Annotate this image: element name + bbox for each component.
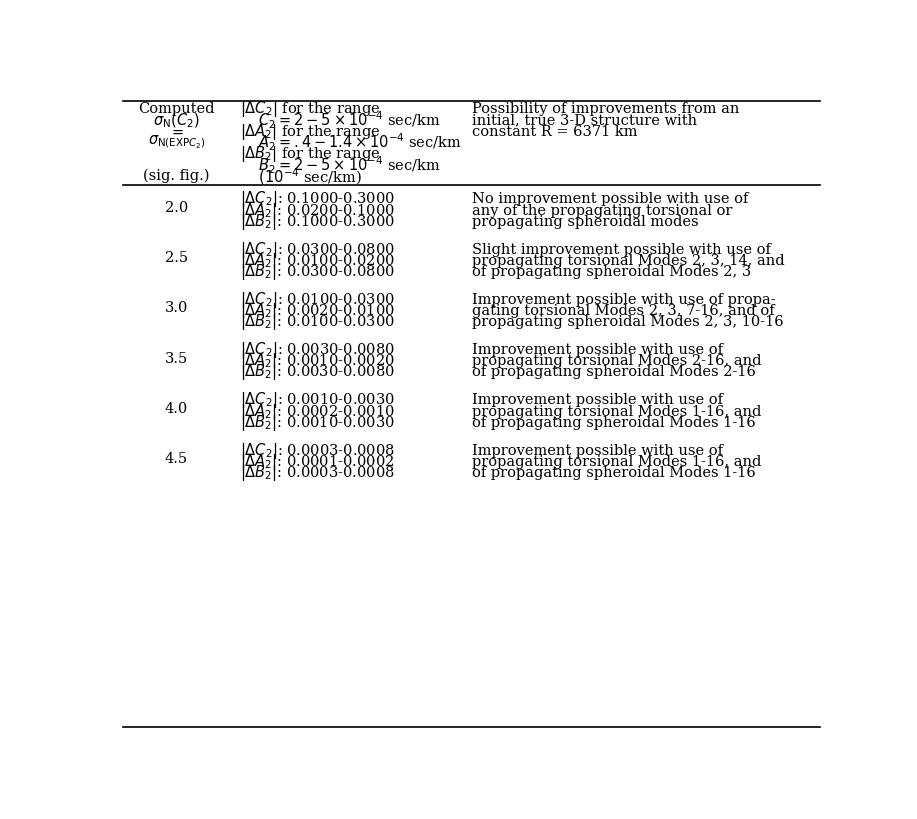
Text: 3.0: 3.0 — [165, 301, 188, 315]
Text: $|\Delta A_2|$: 0.0100-0.0200: $|\Delta A_2|$: 0.0100-0.0200 — [240, 251, 395, 271]
Text: $|\Delta C_2|$: 0.0030-0.0080: $|\Delta C_2|$: 0.0030-0.0080 — [240, 340, 395, 360]
Text: (sig. fig.): (sig. fig.) — [143, 169, 210, 183]
Text: $|\Delta B_2|$ for the range: $|\Delta B_2|$ for the range — [240, 144, 381, 164]
Text: $|\Delta C_2|$: 0.0010-0.0030: $|\Delta C_2|$: 0.0010-0.0030 — [240, 391, 395, 410]
Text: of propagating spheroidal Modes 1-16: of propagating spheroidal Modes 1-16 — [472, 416, 756, 430]
Text: $|\Delta B_2|$: 0.0010-0.0030: $|\Delta B_2|$: 0.0010-0.0030 — [240, 413, 395, 432]
Text: constant R = 6371 km: constant R = 6371 km — [472, 124, 637, 138]
Text: Improvement possible with use of: Improvement possible with use of — [472, 393, 724, 407]
Text: any of the propagating torsional or: any of the propagating torsional or — [472, 204, 733, 218]
Text: of propagating spheroidal Modes 2-16: of propagating spheroidal Modes 2-16 — [472, 365, 756, 379]
Text: 4.5: 4.5 — [165, 452, 188, 466]
Text: $\sigma_{\mathrm{N(EXP}C_2)}$: $\sigma_{\mathrm{N(EXP}C_2)}$ — [148, 134, 205, 152]
Text: initial, true 3-D structure with: initial, true 3-D structure with — [472, 113, 697, 128]
Text: propagating torsional Modes 2, 3, 14, and: propagating torsional Modes 2, 3, 14, an… — [472, 254, 785, 268]
Text: $=$: $=$ — [169, 124, 184, 138]
Text: 3.5: 3.5 — [165, 351, 188, 365]
Text: Improvement possible with use of propa-: Improvement possible with use of propa- — [472, 293, 776, 307]
Text: $|\Delta B_2|$: 0.0100-0.0300: $|\Delta B_2|$: 0.0100-0.0300 — [240, 312, 395, 333]
Text: Improvement possible with use of: Improvement possible with use of — [472, 444, 724, 458]
Text: $C_2 = 2-5 \times 10^{-4}$ sec/km: $C_2 = 2-5 \times 10^{-4}$ sec/km — [240, 110, 441, 131]
Text: No improvement possible with use of: No improvement possible with use of — [472, 192, 748, 206]
Text: $|\Delta C_2|$: 0.0300-0.0800: $|\Delta C_2|$: 0.0300-0.0800 — [240, 240, 395, 260]
Text: gating torsional Modes 2, 3, 7-16, and of: gating torsional Modes 2, 3, 7-16, and o… — [472, 304, 775, 318]
Text: 2.5: 2.5 — [165, 251, 188, 265]
Text: propagating torsional Modes 1-16, and: propagating torsional Modes 1-16, and — [472, 455, 761, 468]
Text: $(10^{-4}$ sec/km): $(10^{-4}$ sec/km) — [240, 166, 362, 187]
Text: Slight improvement possible with use of: Slight improvement possible with use of — [472, 242, 771, 256]
Text: Possibility of improvements from an: Possibility of improvements from an — [472, 102, 739, 116]
Text: $|\Delta B_2|$: 0.1000-0.3000: $|\Delta B_2|$: 0.1000-0.3000 — [240, 212, 395, 232]
Text: $|\Delta B_2|$: 0.0003-0.0008: $|\Delta B_2|$: 0.0003-0.0008 — [240, 463, 395, 483]
Text: propagating torsional Modes 1-16, and: propagating torsional Modes 1-16, and — [472, 405, 761, 419]
Text: $|\Delta A_2|$: 0.0020-0.0100: $|\Delta A_2|$: 0.0020-0.0100 — [240, 301, 395, 321]
Text: $|\Delta C_2|$ for the range: $|\Delta C_2|$ for the range — [240, 99, 381, 120]
Text: $|\Delta A_2|$: 0.0010-0.0020: $|\Delta A_2|$: 0.0010-0.0020 — [240, 351, 395, 371]
Text: $\sigma_{\mathrm{N}}(C_2)$: $\sigma_{\mathrm{N}}(C_2)$ — [153, 111, 200, 129]
Text: $|\Delta B_2|$: 0.0030-0.0080: $|\Delta B_2|$: 0.0030-0.0080 — [240, 363, 395, 382]
Text: $A_2 = .4-1.4 \times 10^{-4}$ sec/km: $A_2 = .4-1.4 \times 10^{-4}$ sec/km — [240, 132, 462, 153]
Text: $|\Delta C_2|$: 0.1000-0.3000: $|\Delta C_2|$: 0.1000-0.3000 — [240, 189, 395, 210]
Text: $|\Delta A_2|$ for the range: $|\Delta A_2|$ for the range — [240, 121, 381, 142]
Text: $|\Delta C_2|$: 0.0100-0.0300: $|\Delta C_2|$: 0.0100-0.0300 — [240, 290, 395, 310]
Text: $|\Delta B_2|$: 0.0300-0.0800: $|\Delta B_2|$: 0.0300-0.0800 — [240, 262, 395, 282]
Text: $|\Delta A_2|$: 0.0001-0.0002: $|\Delta A_2|$: 0.0001-0.0002 — [240, 452, 394, 472]
Text: of propagating spheroidal Modes 1-16: of propagating spheroidal Modes 1-16 — [472, 466, 756, 480]
Text: $|\Delta A_2|$: 0.0200-0.1000: $|\Delta A_2|$: 0.0200-0.1000 — [240, 201, 395, 220]
Text: of propagating spheroidal Modes 2, 3: of propagating spheroidal Modes 2, 3 — [472, 265, 751, 279]
Text: Improvement possible with use of: Improvement possible with use of — [472, 343, 724, 357]
Text: propagating torsional Modes 2-16, and: propagating torsional Modes 2-16, and — [472, 355, 762, 369]
Text: $B_2 = 2-5 \times 10^{-4}$ sec/km: $B_2 = 2-5 \times 10^{-4}$ sec/km — [240, 154, 441, 176]
Text: 2.0: 2.0 — [165, 201, 188, 215]
Text: $|\Delta A_2|$: 0.0002-0.0010: $|\Delta A_2|$: 0.0002-0.0010 — [240, 401, 395, 422]
Text: 4.0: 4.0 — [165, 402, 188, 416]
Text: propagating spheroidal Modes 2, 3, 10-16: propagating spheroidal Modes 2, 3, 10-16 — [472, 315, 784, 329]
Text: $|\Delta C_2|$: 0.0003-0.0008: $|\Delta C_2|$: 0.0003-0.0008 — [240, 441, 395, 460]
Text: Computed: Computed — [138, 102, 215, 116]
Text: propagating spheroidal modes: propagating spheroidal modes — [472, 215, 699, 229]
